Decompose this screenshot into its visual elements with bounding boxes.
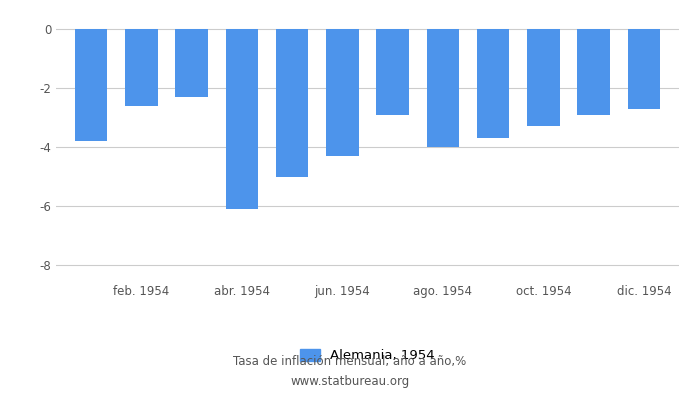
Bar xyxy=(627,29,660,109)
Text: www.statbureau.org: www.statbureau.org xyxy=(290,376,410,388)
Bar xyxy=(276,29,309,176)
Bar xyxy=(527,29,560,126)
Legend: Alemania, 1954: Alemania, 1954 xyxy=(295,344,440,368)
Bar xyxy=(426,29,459,147)
Bar xyxy=(377,29,409,114)
Bar xyxy=(75,29,108,141)
Bar xyxy=(225,29,258,209)
Bar xyxy=(477,29,510,138)
Bar xyxy=(578,29,610,114)
Text: Tasa de inflación mensual, año a año,%: Tasa de inflación mensual, año a año,% xyxy=(233,356,467,368)
Bar xyxy=(326,29,358,156)
Bar xyxy=(125,29,158,106)
Bar xyxy=(175,29,208,97)
